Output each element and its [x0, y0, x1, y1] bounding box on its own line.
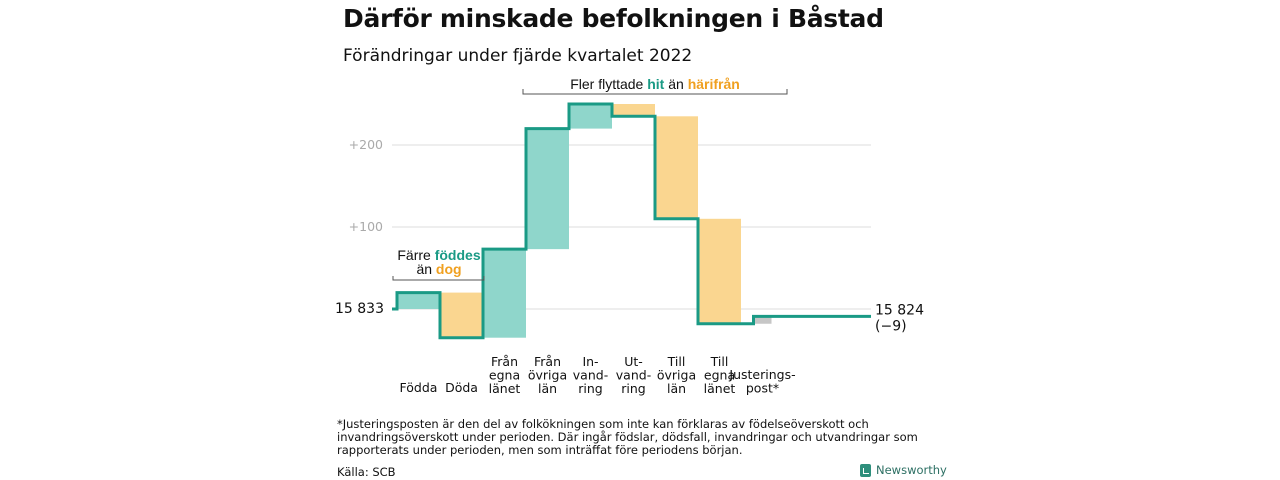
source: Källa: SCB: [337, 465, 396, 479]
bar-utvandring: [612, 104, 655, 117]
category-label-till-egna-lanet: Till egna länet: [704, 354, 736, 396]
start-value-label: 15 833: [335, 301, 384, 317]
category-label-invandring: In-vand-ring: [573, 354, 608, 396]
y-tick-label: +200: [349, 137, 383, 152]
bar-till-ovriga-lan: [655, 116, 698, 219]
annotation-migration: Fler flyttade hit än härifrån: [570, 76, 740, 92]
running-total-line-path: [392, 102, 871, 340]
bar-fodda: [397, 292, 440, 309]
annotation-births-line2: än dog: [416, 261, 461, 277]
bar-till-egna-lanet: [698, 218, 741, 324]
category-label-utvandring: Ut-vand-ring: [616, 354, 651, 396]
category-label-fodda: Födda: [400, 380, 438, 395]
newsworthy-logo-icon: [860, 463, 871, 477]
annotations: Fler flyttade hit än härifrån Färre födde…: [392, 76, 788, 281]
category-label-till-ovriga-lan: Till övriga län: [657, 354, 696, 396]
gridlines: [392, 144, 871, 310]
brand-name: Newsworthy: [876, 463, 947, 477]
bars: [397, 104, 772, 338]
chart-subtitle: Förändringar under fjärde kvartalet 2022: [343, 46, 693, 66]
end-change-label: (−9): [875, 318, 907, 334]
bar-invandring: [569, 104, 612, 129]
category-label-fran-ovriga-lan: Från övriga län: [528, 354, 567, 396]
bar-doda: [440, 292, 483, 338]
bar-justeringspost: [753, 316, 772, 324]
bar-fran-ovriga-lan: [526, 128, 569, 250]
brand: Newsworthy: [860, 463, 947, 477]
category-label-doda: Döda: [445, 380, 478, 395]
y-tick-label: +100: [349, 219, 383, 234]
annotation-bracket-left: [392, 276, 485, 281]
category-label-justeringspost: Justerings-post*: [728, 367, 795, 396]
running-total-line: [392, 102, 871, 340]
footnote: *Justeringsposten är den del av folkökni…: [337, 417, 918, 457]
category-label-fran-egna-lanet: Från egna länet: [489, 354, 521, 396]
bar-fran-egna-lanet: [483, 249, 526, 338]
annotation-births-line1: Färre föddes: [397, 247, 480, 263]
chart-title: Därför minskade befolkningen i Båstad: [343, 4, 884, 33]
annotation-bracket-top: [522, 89, 788, 95]
end-value-label: 15 824: [875, 302, 924, 318]
